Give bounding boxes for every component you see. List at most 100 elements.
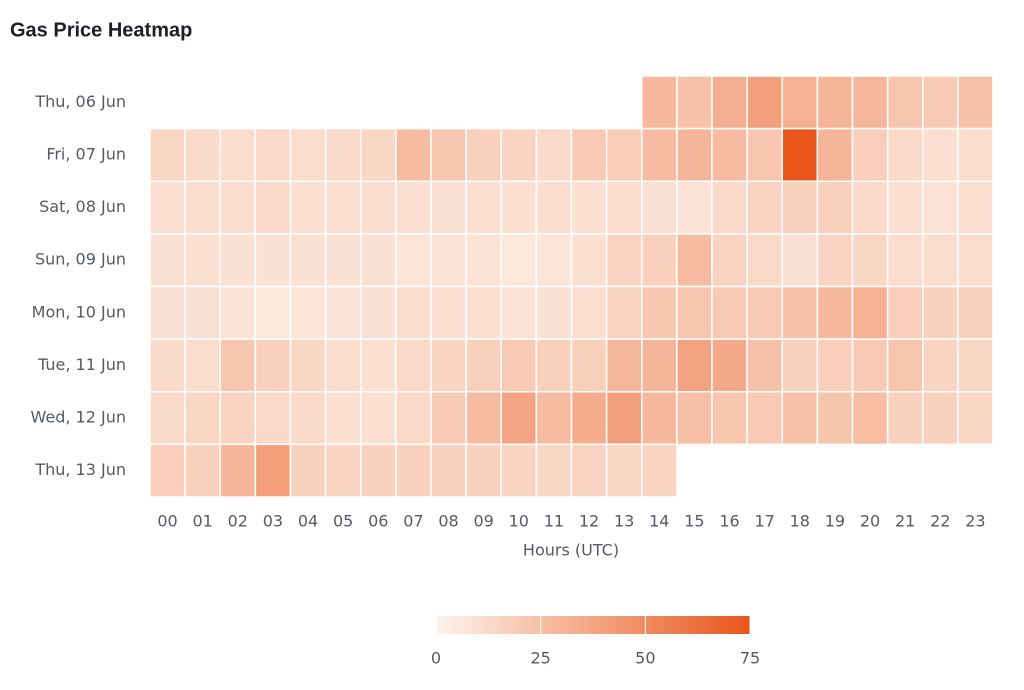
heatmap-cell bbox=[500, 338, 538, 393]
heatmap-cell bbox=[922, 233, 959, 288]
x-tick-label: 11 bbox=[544, 512, 564, 531]
y-tick-label: Thu, 06 Jun bbox=[34, 92, 126, 111]
x-tick-label: 07 bbox=[403, 512, 423, 531]
x-tick-label: 19 bbox=[825, 512, 845, 531]
heatmap-cell bbox=[641, 391, 678, 446]
heatmap-cell bbox=[535, 443, 573, 498]
heatmap-cell bbox=[324, 391, 362, 446]
heatmap-cell bbox=[184, 391, 221, 446]
heatmap-cell bbox=[465, 127, 502, 182]
heatmap-cell bbox=[957, 338, 994, 393]
x-tick-label: 17 bbox=[755, 512, 775, 531]
heatmap-cell bbox=[254, 338, 292, 393]
heatmap-cell bbox=[922, 338, 959, 393]
heatmap-cell bbox=[851, 233, 889, 288]
heatmap-cell bbox=[324, 338, 362, 393]
x-tick-label: 18 bbox=[790, 512, 810, 531]
heatmap-cell bbox=[430, 391, 467, 446]
heatmap-cell bbox=[254, 180, 292, 235]
heatmap-cell bbox=[957, 127, 994, 182]
heatmap-cell bbox=[465, 391, 502, 446]
heatmap-cell bbox=[746, 127, 783, 182]
x-tick-label: 00 bbox=[157, 512, 177, 531]
heatmap-cell bbox=[711, 180, 748, 235]
heatmap-cell bbox=[395, 338, 432, 393]
heatmap-cell bbox=[816, 180, 854, 235]
heatmap-cell bbox=[641, 338, 678, 393]
heatmap-cell bbox=[219, 443, 257, 498]
heatmap-cell bbox=[430, 127, 467, 182]
heatmap-cell bbox=[360, 285, 397, 340]
heatmap-cell bbox=[781, 233, 819, 288]
heatmap-cell bbox=[395, 180, 432, 235]
heatmap-cell bbox=[465, 285, 502, 340]
x-tick-label: 06 bbox=[368, 512, 388, 531]
heatmap-cell bbox=[395, 391, 432, 446]
heatmap-cell bbox=[746, 285, 783, 340]
heatmap-cell bbox=[886, 75, 924, 130]
heatmap-cell bbox=[184, 443, 221, 498]
y-tick-label: Wed, 12 Jun bbox=[31, 408, 127, 427]
heatmap-cell bbox=[535, 391, 573, 446]
heatmap-cell bbox=[184, 233, 221, 288]
heatmap-cell bbox=[605, 233, 643, 288]
heatmap-cell bbox=[360, 127, 397, 182]
heatmap-cell bbox=[324, 127, 362, 182]
heatmap-cell bbox=[851, 180, 889, 235]
heatmap-cell bbox=[711, 127, 748, 182]
heatmap-cell bbox=[570, 127, 608, 182]
x-tick-label: 05 bbox=[333, 512, 353, 531]
heatmap-cell bbox=[500, 285, 538, 340]
heatmap-cell bbox=[570, 285, 608, 340]
heatmap-cell bbox=[289, 127, 327, 182]
heatmap-cell bbox=[641, 127, 678, 182]
heatmap-cell bbox=[360, 443, 397, 498]
heatmap-cell bbox=[360, 391, 397, 446]
heatmap-cell bbox=[711, 233, 748, 288]
heatmap-cell bbox=[289, 180, 327, 235]
y-tick-label: Mon, 10 Jun bbox=[32, 302, 126, 321]
heatmap-cell bbox=[184, 127, 221, 182]
heatmap-cell bbox=[149, 443, 186, 498]
heatmap-cell bbox=[289, 233, 327, 288]
heatmap-cell bbox=[500, 233, 538, 288]
heatmap-cell bbox=[360, 233, 397, 288]
heatmap-cell bbox=[149, 180, 186, 235]
heatmap-cell bbox=[746, 180, 783, 235]
heatmap-cell bbox=[570, 443, 608, 498]
heatmap-cell bbox=[781, 127, 819, 182]
heatmap-cell bbox=[922, 127, 959, 182]
heatmap-cell bbox=[781, 75, 819, 130]
heatmap-cell bbox=[781, 391, 819, 446]
heatmap-cell bbox=[360, 338, 397, 393]
heatmap-cell bbox=[605, 285, 643, 340]
heatmap-cell bbox=[851, 75, 889, 130]
heatmap-cell bbox=[886, 285, 924, 340]
heatmap-cell bbox=[149, 285, 186, 340]
heatmap-cell bbox=[605, 127, 643, 182]
x-tick-label: 10 bbox=[509, 512, 529, 531]
heatmap-cell bbox=[922, 75, 959, 130]
heatmap-cell bbox=[886, 338, 924, 393]
heatmap-cell bbox=[851, 285, 889, 340]
heatmap-cell bbox=[886, 391, 924, 446]
heatmap-cell bbox=[957, 180, 994, 235]
color-bar bbox=[436, 616, 750, 634]
heatmap-cell bbox=[254, 285, 292, 340]
heatmap-cell bbox=[500, 443, 538, 498]
heatmap-cell bbox=[184, 180, 221, 235]
heatmap-cell bbox=[289, 443, 327, 498]
heatmap-cell bbox=[324, 180, 362, 235]
x-tick-label: 20 bbox=[860, 512, 880, 531]
heatmap-cell bbox=[430, 443, 467, 498]
heatmap-cell bbox=[711, 285, 748, 340]
heatmap-cell bbox=[395, 285, 432, 340]
heatmap-cell bbox=[465, 443, 502, 498]
heatmap-cell bbox=[430, 180, 467, 235]
heatmap-cell bbox=[500, 180, 538, 235]
color-bar-label: 25 bbox=[530, 649, 550, 668]
y-tick-label: Thu, 13 Jun bbox=[34, 460, 126, 479]
heatmap-cell bbox=[184, 285, 221, 340]
heatmap-cell bbox=[605, 443, 643, 498]
